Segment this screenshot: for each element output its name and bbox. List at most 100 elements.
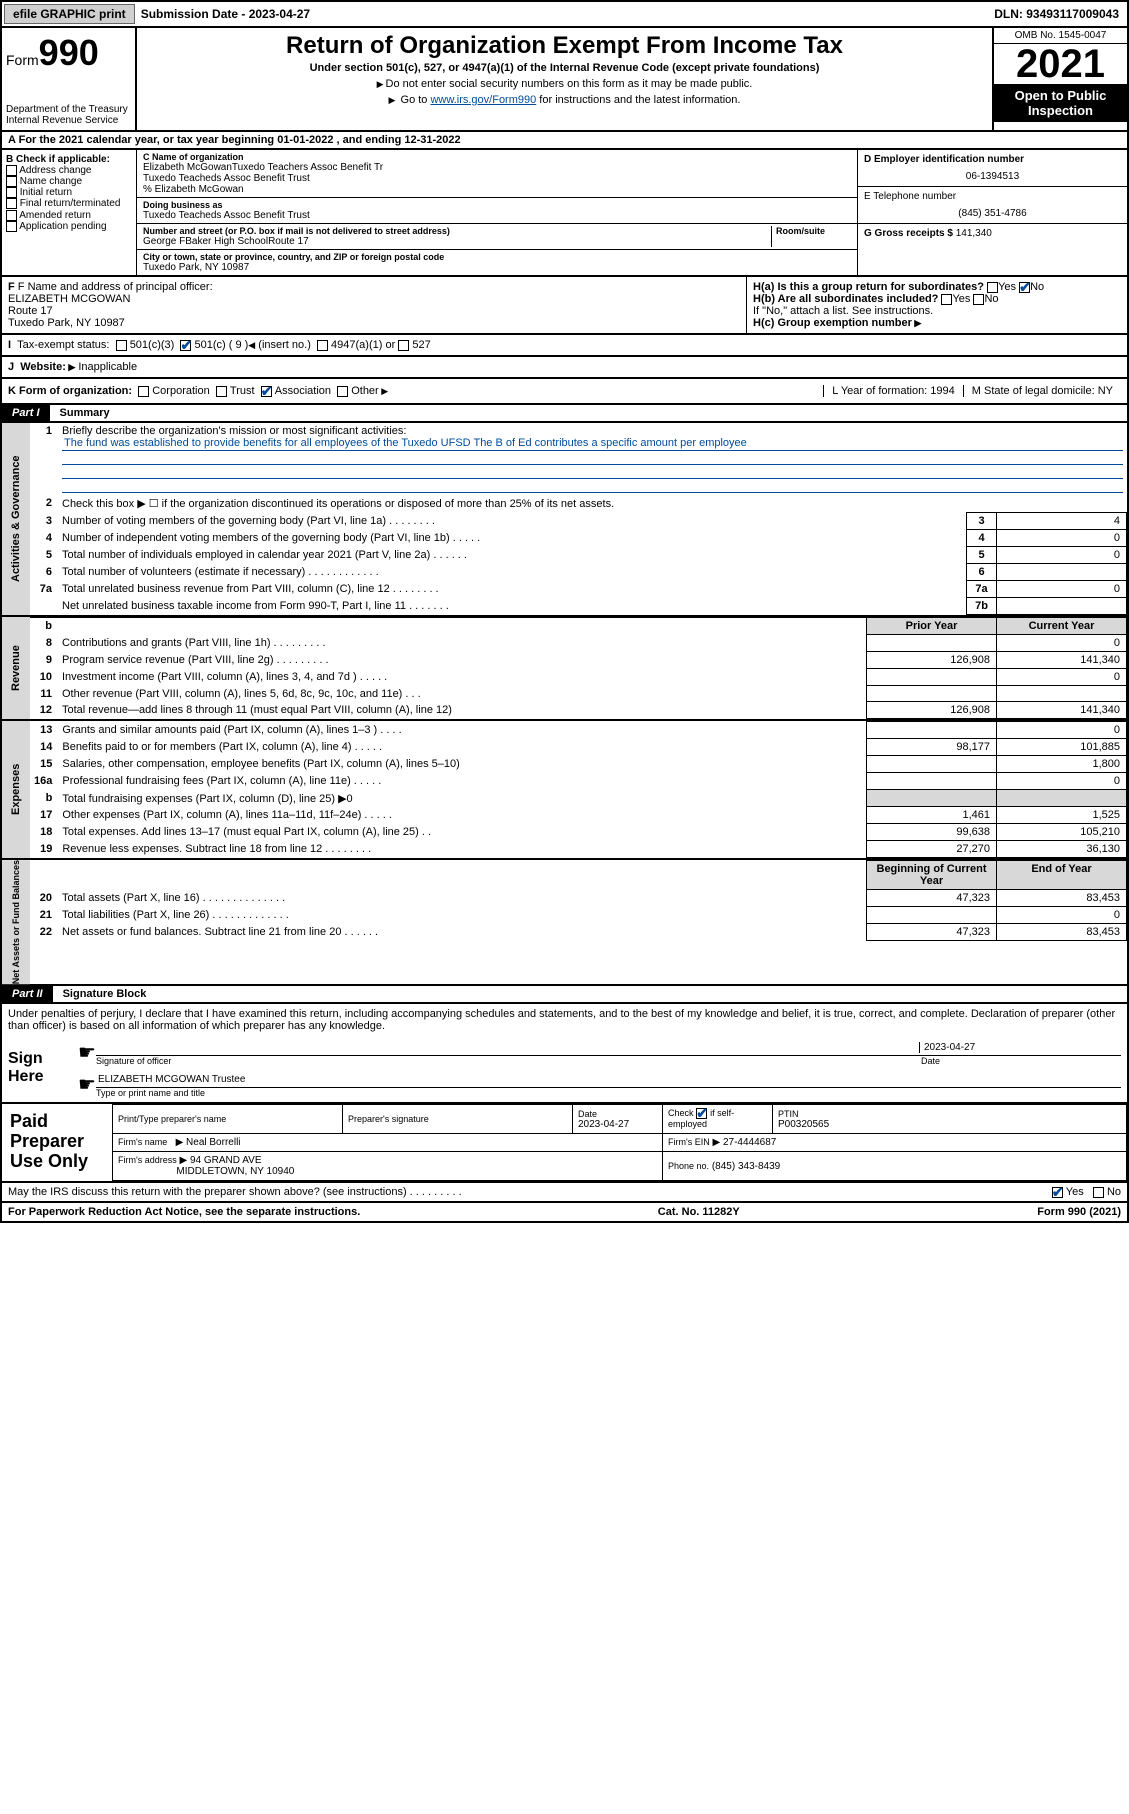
top-toolbar: efile GRAPHIC print Submission Date - 20… <box>0 0 1129 28</box>
sig-officer-line[interactable] <box>98 1042 919 1053</box>
irs-link[interactable]: www.irs.gov/Form990 <box>430 94 536 106</box>
line-row: 20Total assets (Part X, line 16) . . . .… <box>30 890 1127 907</box>
revenue-label: Revenue <box>2 617 30 719</box>
expenses-table: 13Grants and similar amounts paid (Part … <box>30 721 1127 858</box>
corp-checkbox[interactable] <box>138 386 149 397</box>
efile-print-button[interactable]: efile GRAPHIC print <box>4 4 135 24</box>
eoy-hdr: End of Year <box>997 861 1127 890</box>
name-label: C Name of organization <box>143 152 851 162</box>
mission-blank2 <box>62 465 1123 479</box>
website-value: Inapplicable <box>78 361 137 373</box>
form-title: Return of Organization Exempt From Incom… <box>141 32 988 60</box>
prep-h3: Date <box>578 1109 657 1119</box>
netassets-label: Net Assets or Fund Balances <box>2 860 30 984</box>
boxb-checkbox[interactable] <box>6 198 17 209</box>
discuss-yes-checkbox[interactable] <box>1052 1187 1063 1198</box>
goto-pre: Go to <box>401 94 431 106</box>
block-bcde: B Check if applicable: Address change Na… <box>0 150 1129 277</box>
line-row: 9Program service revenue (Part VIII, lin… <box>30 652 1127 669</box>
preparer-label: Paid Preparer Use Only <box>2 1104 112 1181</box>
boxb-item: Amended return <box>6 210 132 221</box>
gov-row: 5Total number of individuals employed in… <box>30 547 1127 564</box>
boy-hdr: Beginning of Current Year <box>867 861 997 890</box>
preparer-block: Paid Preparer Use Only Print/Type prepar… <box>0 1104 1129 1183</box>
boxb-item: Address change <box>6 165 132 176</box>
line-row: 10Investment income (Part VIII, column (… <box>30 669 1127 686</box>
dept-treasury: Department of the Treasury <box>6 104 131 115</box>
firm-addr-label: Firm's address <box>118 1155 177 1165</box>
tax-year: 2021 <box>994 44 1127 84</box>
line-a-text: For the 2021 calendar year, or tax year … <box>19 134 461 146</box>
row-i: I Tax-exempt status: 501(c)(3) 501(c) ( … <box>0 335 1129 357</box>
mission-blank1 <box>62 451 1123 465</box>
prior-year-hdr: Prior Year <box>867 618 997 635</box>
501c3-checkbox[interactable] <box>116 340 127 351</box>
line-row: 22Net assets or fund balances. Subtract … <box>30 924 1127 941</box>
firm-ein: 27-4444687 <box>723 1137 776 1148</box>
tax-status-label: Tax-exempt status: <box>17 339 109 351</box>
revenue-table: b Prior Year Current Year 8Contributions… <box>30 617 1127 719</box>
box-b: B Check if applicable: Address change Na… <box>2 150 137 275</box>
paperwork-notice: For Paperwork Reduction Act Notice, see … <box>8 1206 360 1218</box>
line-a-tax-year: A For the 2021 calendar year, or tax yea… <box>0 132 1129 150</box>
ha-label: H(a) Is this a group return for subordin… <box>753 281 984 293</box>
ha-no-checkbox[interactable] <box>1019 282 1030 293</box>
boxb-checkbox[interactable] <box>6 221 17 232</box>
boxb-checkbox[interactable] <box>6 165 17 176</box>
form-header: Form990 Department of the Treasury Inter… <box>0 28 1129 132</box>
box-f: F F Name and address of principal office… <box>2 277 747 333</box>
prep-h4-pre: Check <box>668 1108 694 1118</box>
opt-501c3: 501(c)(3) <box>130 339 175 351</box>
trust-checkbox[interactable] <box>216 386 227 397</box>
box-b-label: B Check if applicable: <box>6 154 132 165</box>
4947-checkbox[interactable] <box>317 340 328 351</box>
sig-name-label: Type or print name and title <box>96 1088 1121 1098</box>
website-label: Website: <box>20 361 75 373</box>
boxb-checkbox[interactable] <box>6 176 17 187</box>
ha-yes-checkbox[interactable] <box>987 282 998 293</box>
cat-no: Cat. No. 11282Y <box>658 1206 740 1218</box>
prep-h1: Print/Type preparer's name <box>118 1114 337 1124</box>
governance-section: Activities & Governance 1 Briefly descri… <box>0 423 1129 617</box>
line-row: 16aProfessional fundraising fees (Part I… <box>30 773 1127 790</box>
hb-yes-checkbox[interactable] <box>941 294 952 305</box>
penalties-text: Under penalties of perjury, I declare th… <box>0 1004 1129 1036</box>
discuss-yes: Yes <box>1066 1186 1084 1198</box>
form-number: Form990 <box>6 32 131 74</box>
phone-value: (845) 351-4786 <box>864 208 1121 219</box>
assoc-checkbox[interactable] <box>261 386 272 397</box>
preparer-table: Print/Type preparer's name Preparer's si… <box>112 1104 1127 1181</box>
firm-name: Neal Borrelli <box>186 1137 240 1148</box>
expenses-section: Expenses 13Grants and similar amounts pa… <box>0 721 1129 860</box>
boxb-checkbox[interactable] <box>6 210 17 221</box>
open-inspection: Open to Public Inspection <box>994 84 1127 122</box>
527-checkbox[interactable] <box>398 340 409 351</box>
k-label: K Form of organization: <box>8 385 132 397</box>
form-ref: Form 990 (2021) <box>1037 1206 1121 1218</box>
box-e: E Telephone number (845) 351-4786 <box>858 187 1127 224</box>
opt-corp: Corporation <box>152 385 209 397</box>
firm-ein-label: Firm's EIN <box>668 1137 710 1147</box>
opt-assoc: Association <box>275 385 331 397</box>
gov-row: 3Number of voting members of the governi… <box>30 513 1127 530</box>
discuss-no-checkbox[interactable] <box>1093 1187 1104 1198</box>
hb-no-checkbox[interactable] <box>973 294 984 305</box>
boxb-checkbox[interactable] <box>6 187 17 198</box>
ha-no: No <box>1030 281 1044 293</box>
gov-row: 7aTotal unrelated business revenue from … <box>30 581 1127 598</box>
self-employed-checkbox[interactable] <box>696 1108 707 1119</box>
form-subtitle: Under section 501(c), 527, or 4947(a)(1)… <box>141 62 988 74</box>
gov-row: 4Number of independent voting members of… <box>30 530 1127 547</box>
city-row: City or town, state or province, country… <box>137 250 857 275</box>
part1-num: Part I <box>2 405 50 421</box>
org-name-1: Elizabeth McGowanTuxedo Teachers Assoc B… <box>143 162 851 173</box>
prep-ptin: P00320565 <box>778 1119 1121 1130</box>
boxb-item: Name change <box>6 176 132 187</box>
501c-checkbox[interactable] <box>180 340 191 351</box>
sig-date: 2023-04-27 <box>919 1042 1119 1053</box>
line-row: 12Total revenue—add lines 8 through 11 (… <box>30 702 1127 719</box>
submission-date: Submission Date - 2023-04-27 <box>137 7 314 21</box>
other-checkbox[interactable] <box>337 386 348 397</box>
city-label: City or town, state or province, country… <box>143 252 851 262</box>
part2-title: Signature Block <box>53 986 1127 1002</box>
